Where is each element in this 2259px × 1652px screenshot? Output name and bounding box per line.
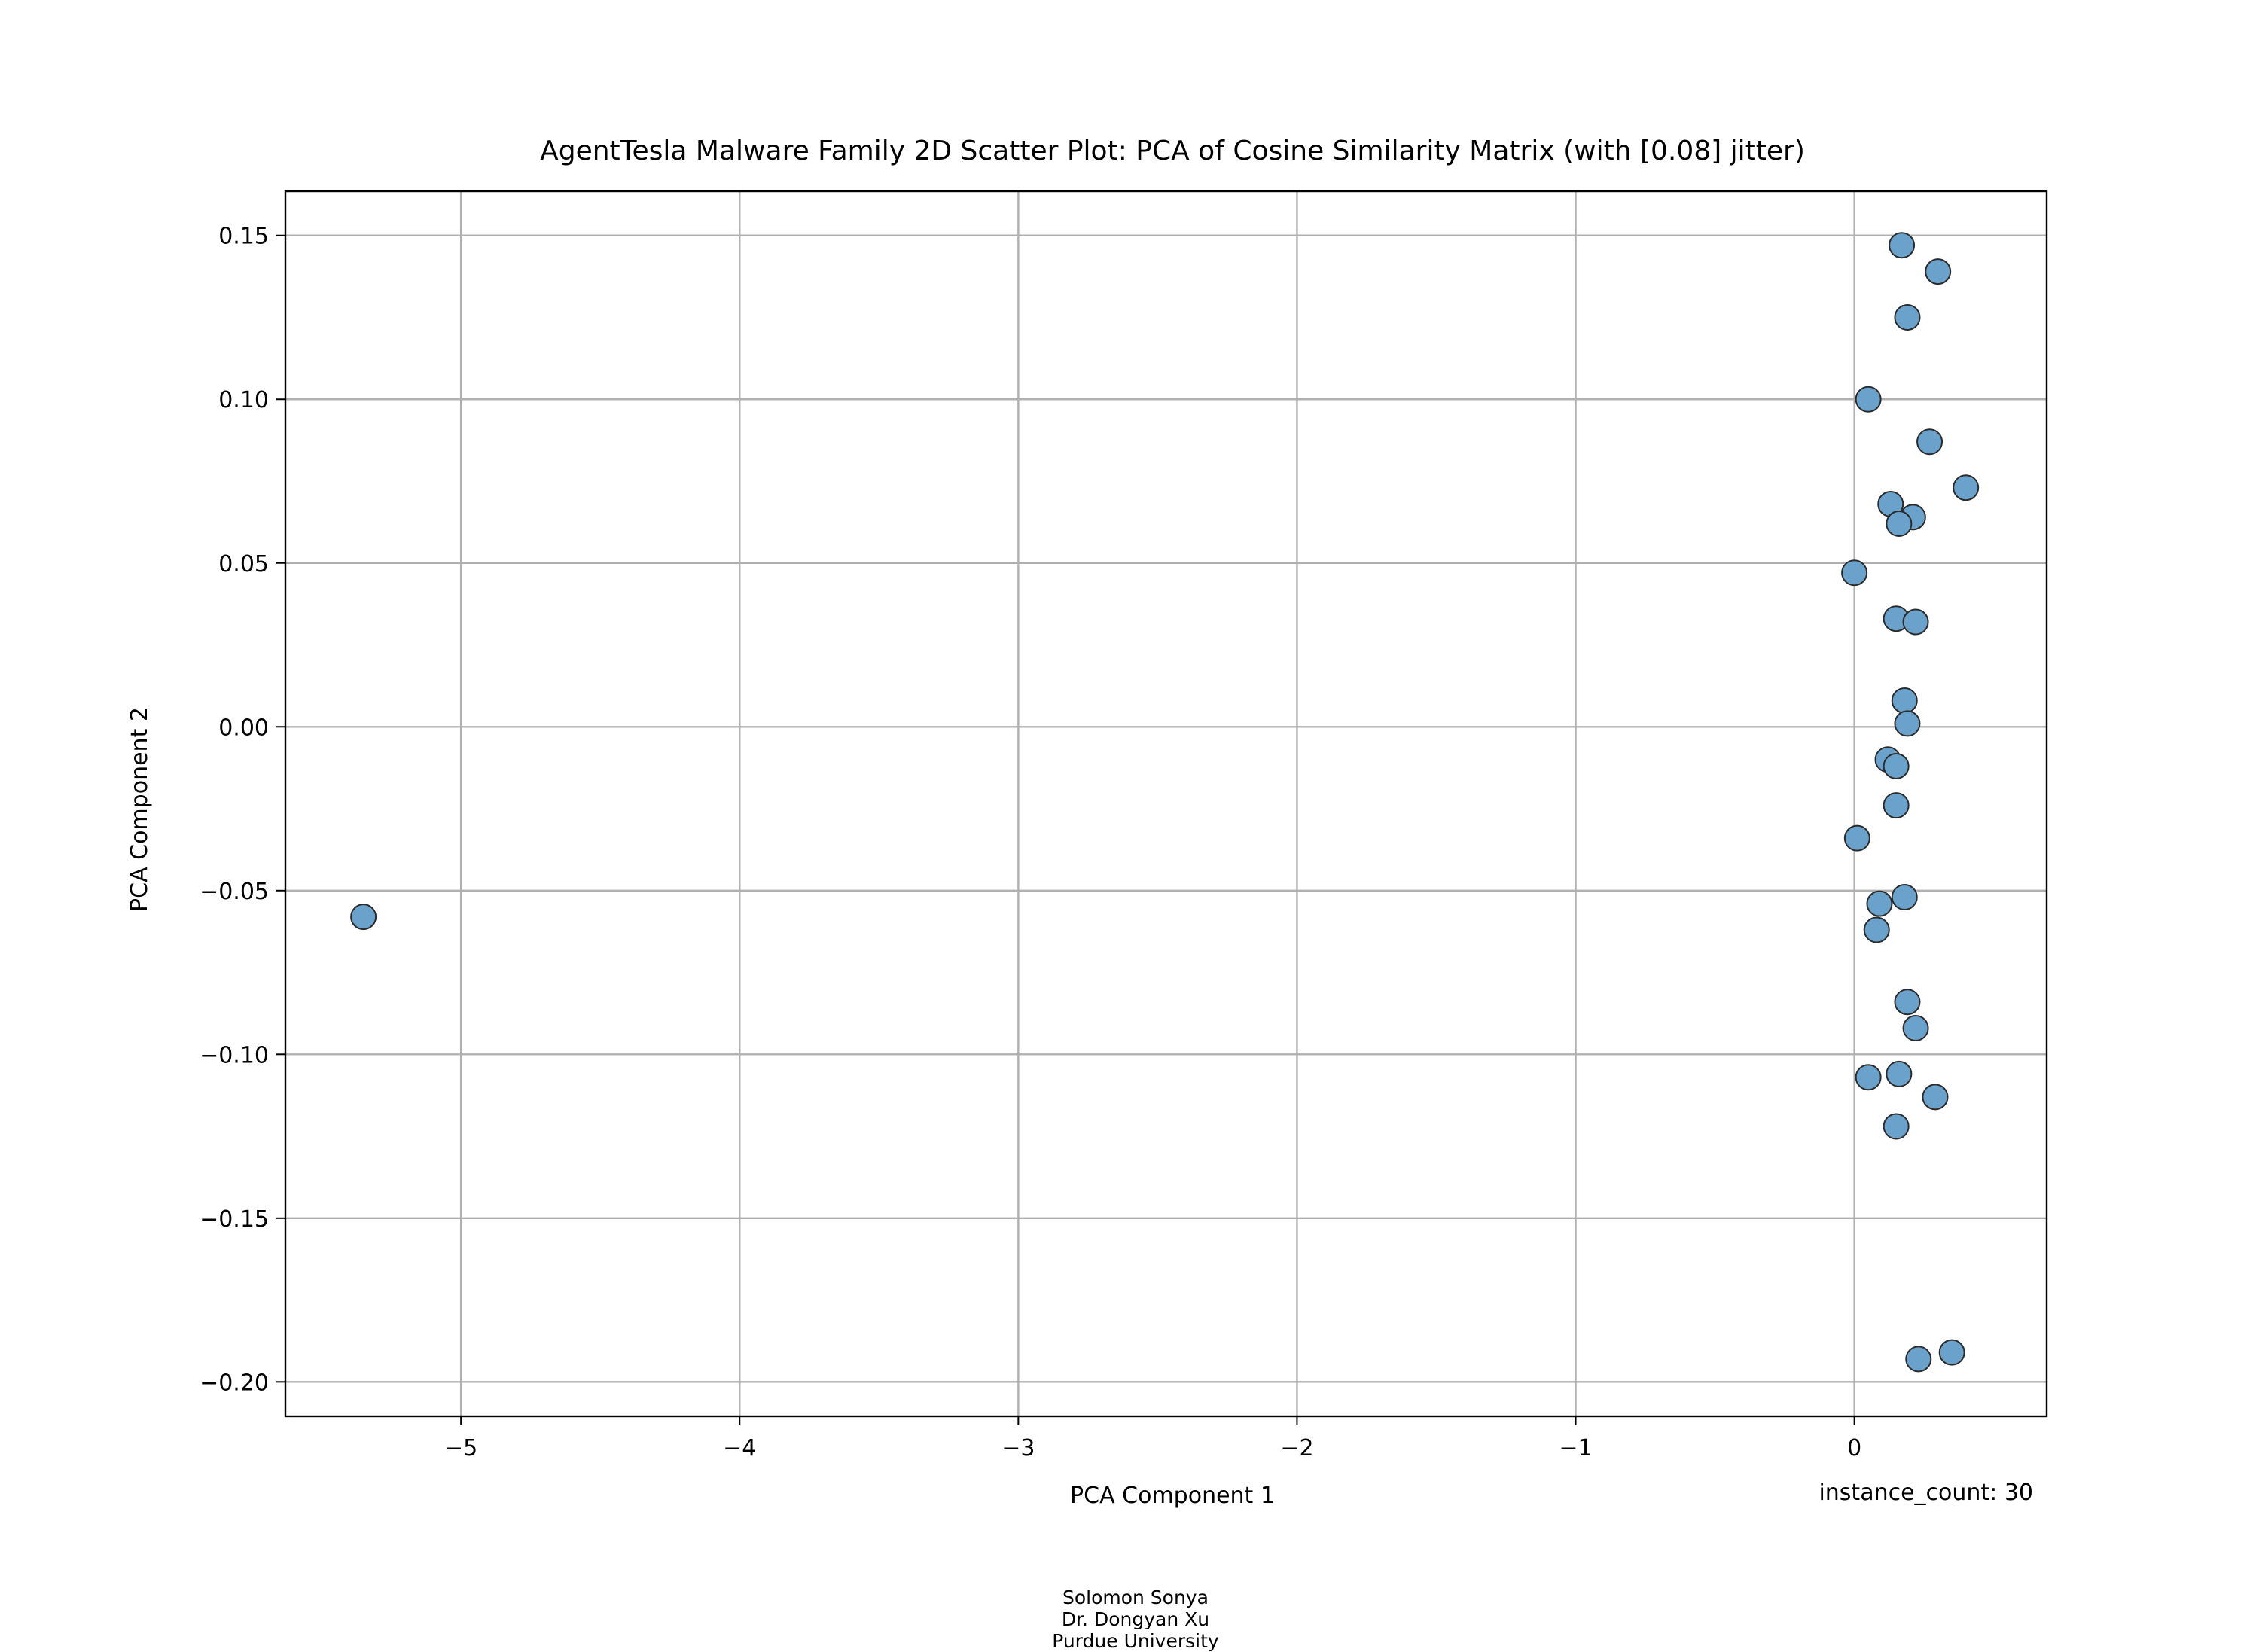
data-point	[1855, 386, 1882, 413]
x-tick-label: −2	[1280, 1435, 1313, 1462]
data-point	[1953, 474, 1980, 501]
scatter-chart: −5 −4 −3 −2 −1 0 0.15 0.10 0.05 0.00 −0.05 −0.10 −0.…	[0, 0, 2259, 1581]
data-point	[1902, 608, 1929, 636]
y-tick-label: 0.10	[218, 387, 269, 413]
x-tick-label: −3	[1001, 1435, 1035, 1462]
data-point	[1894, 989, 1921, 1016]
data-point	[1894, 710, 1921, 737]
data-point	[1902, 1014, 1929, 1041]
data-point	[1841, 559, 1868, 587]
grid	[285, 191, 2047, 1416]
data-point	[1863, 916, 1890, 943]
data-point	[1889, 232, 1916, 259]
y-axis-label: PCA Component 2	[127, 707, 153, 912]
author-1: Solomon Sonya	[1062, 1586, 1209, 1608]
y-tick-label: −0.20	[200, 1370, 269, 1396]
data-point	[1894, 303, 1921, 331]
data-point	[1938, 1339, 1965, 1366]
data-points	[350, 232, 1980, 1373]
x-tick-label: −4	[723, 1435, 756, 1462]
data-point	[350, 904, 377, 931]
data-point	[1882, 752, 1910, 779]
data-point	[1925, 258, 1952, 285]
author-2: Dr. Dongyan Xu	[1061, 1608, 1210, 1630]
chart-title: AgentTesla Malware Family 2D Scatter Plo…	[540, 136, 1805, 166]
credits-footer: Solomon Sonya Dr. Dongyan Xu Purdue Univ…	[0, 1565, 2259, 1652]
data-point	[1905, 1346, 1932, 1373]
y-tick-label: −0.05	[200, 879, 269, 905]
institution: Purdue University	[1052, 1630, 1219, 1652]
plot-frame	[284, 190, 2048, 1418]
y-tick-label: 0.05	[218, 551, 269, 578]
x-tick-label: −1	[1559, 1435, 1592, 1462]
data-point	[1891, 883, 1918, 910]
y-tick-label: 0.15	[218, 224, 269, 250]
x-axis-label: PCA Component 1	[1070, 1483, 1275, 1509]
data-point	[1855, 1064, 1882, 1091]
instance-count-annotation: instance_count: 30	[1818, 1480, 2033, 1506]
data-point	[1886, 1060, 1913, 1087]
x-tick-label: −5	[444, 1435, 477, 1462]
data-point	[1882, 1113, 1910, 1140]
y-tick-label: −0.15	[200, 1206, 269, 1233]
data-point	[1916, 428, 1943, 456]
x-tick-label: 0	[1847, 1435, 1861, 1462]
axis-ticks: −5 −4 −3 −2 −1 0 0.15 0.10 0.05 0.00 −0.05 −0.10 −0.…	[200, 224, 1861, 1462]
data-point	[1882, 792, 1910, 819]
data-point	[1886, 511, 1913, 538]
data-point	[1922, 1084, 1949, 1111]
data-point	[1843, 824, 1870, 852]
data-point	[1891, 687, 1918, 714]
y-tick-label: −0.10	[200, 1042, 269, 1068]
data-point	[1866, 890, 1893, 917]
chart-background	[0, 0, 2259, 1581]
y-tick-label: 0.00	[218, 715, 269, 741]
